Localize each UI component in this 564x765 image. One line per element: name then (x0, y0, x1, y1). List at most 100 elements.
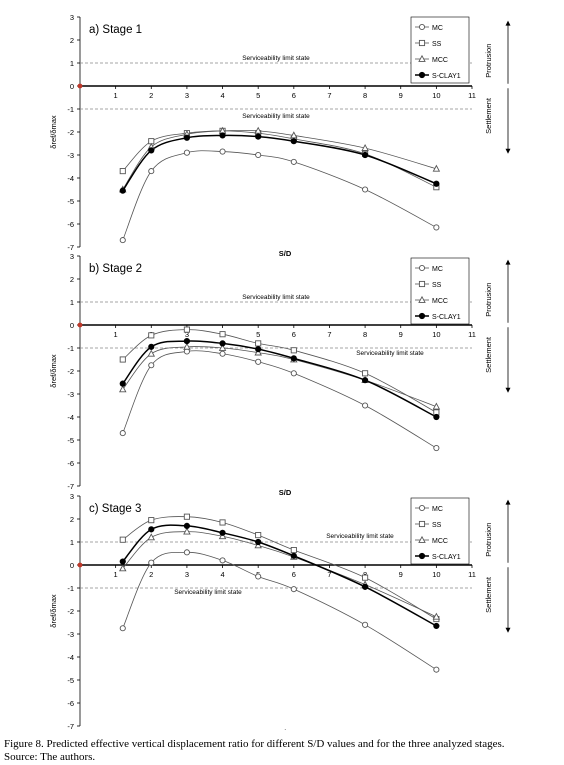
y-tick-label: -6 (67, 220, 74, 229)
legend-marker (418, 552, 426, 560)
legend-label: SS (432, 41, 442, 48)
data-point-mc (362, 621, 369, 628)
data-point-s-clay1 (148, 343, 155, 350)
chart-panel-stage-2: -7-6-5-4-3-2-101231234567891011S/Dδref/δ… (49, 252, 511, 497)
protrusion-label: Protrusion (484, 523, 493, 557)
legend-label: MC (432, 25, 443, 32)
data-point-mc (183, 549, 190, 556)
y-tick-label: -4 (67, 413, 74, 422)
legend-marker (418, 520, 426, 528)
legend-label: S-CLAY1 (432, 554, 461, 561)
data-point-mc (433, 224, 440, 231)
data-point-s-clay1 (183, 134, 191, 141)
y-axis-label: δref/δmax (49, 594, 58, 628)
x-tick-label: 1 (114, 570, 118, 579)
y-tick-label: -3 (67, 151, 74, 160)
x-tick-label: 10 (432, 91, 440, 100)
data-point-mcc (432, 164, 441, 172)
data-point-ss (148, 517, 155, 524)
data-point-mc (362, 402, 369, 409)
x-tick-label: 8 (363, 91, 367, 100)
panel-title: a) Stage 1 (89, 24, 142, 36)
y-tick-label: -4 (67, 174, 74, 183)
y-tick-label: 3 (70, 492, 74, 501)
x-tick-label: 11 (468, 91, 476, 100)
data-point-ss (362, 574, 369, 581)
data-point-ss (255, 532, 262, 539)
data-point-mcc (432, 612, 441, 620)
y-axis-label: δref/δmax (49, 115, 58, 149)
data-point-s-clay1 (119, 187, 126, 194)
data-point-mc (433, 444, 440, 452)
data-point-mcc (119, 564, 127, 572)
y-tick-label: -6 (67, 699, 74, 708)
serviceability-label: Serviceability limit state (356, 350, 424, 357)
y-tick-label: 0 (70, 82, 74, 91)
data-point-mcc (361, 143, 369, 151)
data-point-ss (219, 331, 226, 338)
legend: MC SS MCC S-CLAY1 (410, 16, 470, 84)
y-tick-label: -7 (67, 722, 74, 730)
data-point-s-clay1 (433, 622, 440, 630)
x-tick-label: 5 (256, 91, 260, 100)
data-point-mc (119, 625, 126, 632)
legend: MC SS MCC S-CLAY1 (410, 497, 470, 565)
data-point-mcc (290, 131, 298, 139)
y-tick-label: 3 (70, 13, 74, 22)
data-point-mcc (183, 527, 191, 535)
data-point-s-clay1 (183, 338, 191, 345)
data-point-s-clay1 (219, 340, 226, 347)
y-tick-label: -3 (67, 390, 74, 399)
settlement-arrowhead (505, 387, 511, 393)
data-point-mc (255, 573, 262, 580)
protrusion-arrowhead (505, 259, 511, 265)
y-tick-label: 2 (70, 275, 74, 284)
data-point-mc (119, 430, 126, 437)
x-tick-label: 7 (327, 330, 331, 339)
legend-label: SS (432, 522, 442, 529)
series-line-mc (122, 350, 437, 449)
x-tick-label: 6 (292, 570, 296, 579)
data-point-mcc (432, 402, 441, 410)
x-axis-label: S/D (279, 728, 292, 730)
y-tick-label: -3 (67, 630, 74, 639)
data-point-s-clay1 (290, 552, 297, 559)
origin-dot (77, 83, 83, 89)
data-point-mc (219, 148, 226, 155)
y-tick-label: 0 (70, 321, 74, 330)
x-tick-label: 6 (292, 330, 296, 339)
x-tick-label: 10 (432, 570, 440, 579)
data-point-s-clay1 (255, 538, 262, 546)
data-point-mc (255, 151, 262, 159)
legend-marker (418, 39, 426, 47)
serviceability-label: Serviceability limit state (242, 55, 310, 62)
x-tick-label: 8 (363, 570, 367, 579)
x-tick-label: 3 (185, 570, 189, 579)
origin-dot (77, 322, 83, 328)
protrusion-arrowhead (505, 499, 511, 505)
data-point-mc (119, 237, 126, 244)
x-tick-label: 1 (114, 330, 118, 339)
y-tick-label: -2 (67, 367, 74, 376)
data-point-mc (362, 186, 369, 193)
legend-label: MCC (432, 538, 448, 545)
x-axis-label: S/D (279, 249, 292, 258)
legend: MC SS MCC S-CLAY1 (410, 257, 470, 325)
settlement-label: Settlement (484, 576, 493, 613)
legend-label: MCC (432, 57, 448, 64)
data-point-s-clay1 (255, 133, 262, 140)
legend-label: MC (432, 506, 443, 513)
x-axis-label: S/D (279, 488, 292, 497)
legend-marker (418, 295, 426, 303)
data-point-s-clay1 (361, 151, 369, 159)
settlement-arrowhead (505, 627, 511, 633)
data-point-mc (290, 370, 297, 377)
data-point-ss (183, 326, 190, 333)
data-point-ss (290, 347, 297, 354)
y-tick-label: 2 (70, 515, 74, 524)
x-tick-label: 1 (114, 91, 118, 100)
x-tick-label: 3 (185, 91, 189, 100)
y-tick-label: 1 (70, 59, 74, 68)
y-tick-label: -4 (67, 653, 74, 662)
